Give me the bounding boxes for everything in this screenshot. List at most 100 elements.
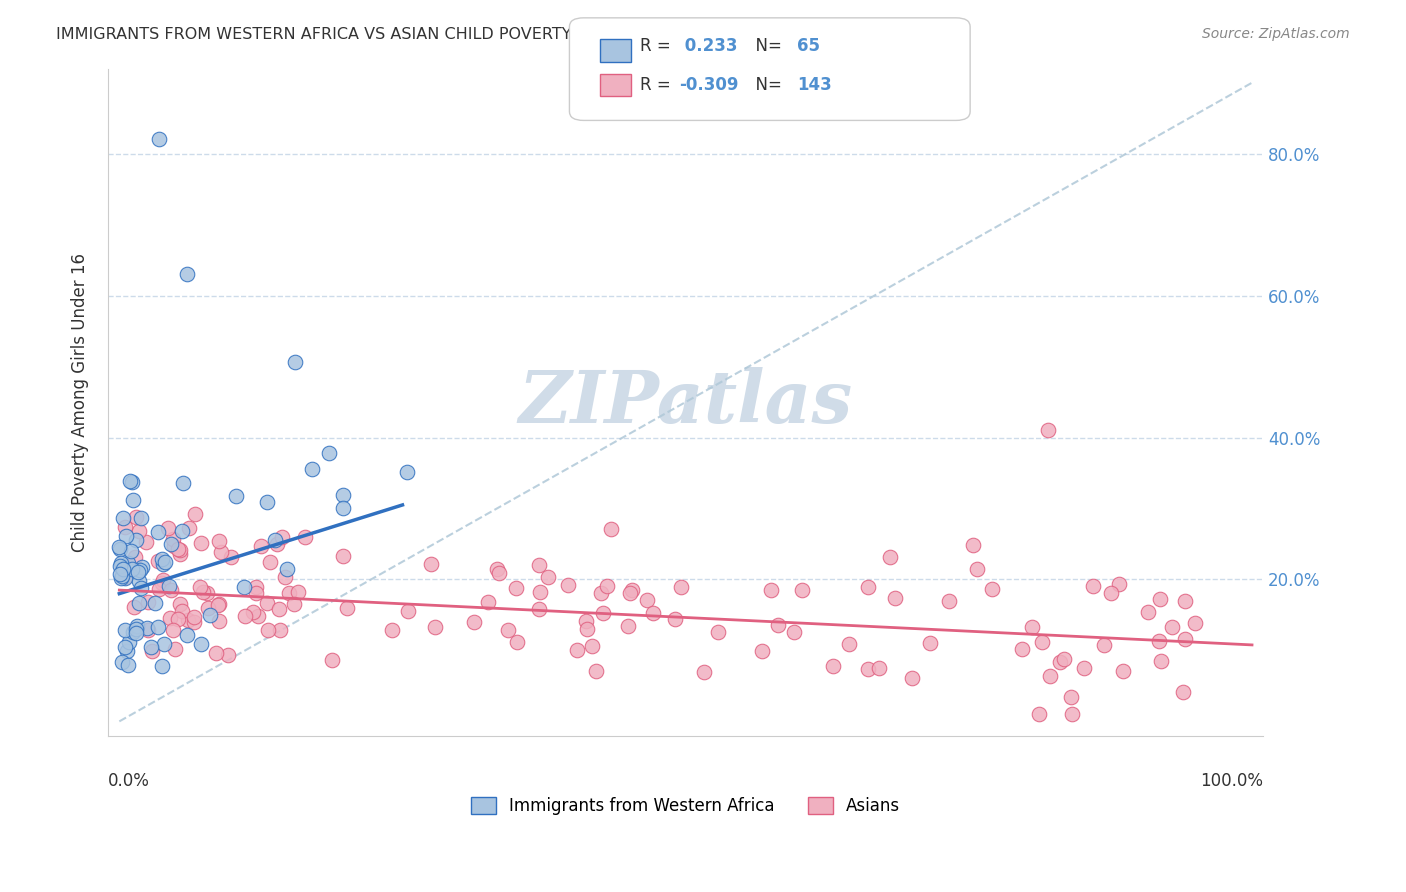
Point <box>332 488 354 502</box>
Point <box>821 658 844 673</box>
Point <box>110 541 132 556</box>
Point <box>283 355 305 369</box>
Y-axis label: Child Poverty Among Girls Under 16: Child Poverty Among Girls Under 16 <box>72 252 89 551</box>
Point <box>172 476 194 491</box>
Point <box>111 561 134 575</box>
Point <box>245 585 267 599</box>
Point <box>332 501 354 516</box>
Text: ZIPatlas: ZIPatlas <box>519 367 852 438</box>
Point <box>183 508 205 522</box>
Point <box>110 569 132 583</box>
Point <box>1060 707 1083 722</box>
Point <box>581 640 603 654</box>
Point <box>693 665 716 679</box>
Text: Source: ZipAtlas.com: Source: ZipAtlas.com <box>1202 27 1350 41</box>
Point <box>506 635 529 649</box>
Text: 0.0%: 0.0% <box>108 772 150 790</box>
Point <box>208 534 231 549</box>
Point <box>259 555 281 569</box>
Point <box>117 556 139 570</box>
Point <box>938 593 960 607</box>
Point <box>585 664 607 678</box>
Point <box>264 533 287 548</box>
Point <box>269 623 291 637</box>
Point <box>148 582 170 596</box>
Point <box>111 655 134 669</box>
Point <box>188 580 211 594</box>
Point <box>1108 577 1130 591</box>
Point <box>420 558 443 572</box>
Point <box>195 586 218 600</box>
Point <box>619 586 641 600</box>
Text: 0.233: 0.233 <box>679 37 738 55</box>
Point <box>336 601 359 615</box>
Point <box>125 625 148 640</box>
Point <box>170 524 193 538</box>
Point <box>250 539 273 553</box>
Point <box>153 555 176 569</box>
Point <box>233 609 256 624</box>
Point <box>232 580 254 594</box>
Point <box>664 612 686 626</box>
Point <box>901 671 924 685</box>
Point <box>301 462 323 476</box>
Point <box>121 492 143 507</box>
Point <box>115 643 138 657</box>
Point <box>1174 593 1197 607</box>
Point <box>505 582 527 596</box>
Point <box>108 559 131 574</box>
Point <box>209 545 232 559</box>
Point <box>110 571 132 585</box>
Point <box>669 580 692 594</box>
Point <box>1036 424 1059 438</box>
Point <box>114 570 136 584</box>
Text: -0.309: -0.309 <box>679 76 738 94</box>
Point <box>183 609 205 624</box>
Point <box>1049 655 1071 669</box>
Point <box>207 615 229 629</box>
Point <box>148 132 170 146</box>
Point <box>146 553 169 567</box>
Point <box>463 615 485 629</box>
Point <box>159 537 181 551</box>
Point <box>274 570 297 584</box>
Point <box>125 533 148 548</box>
Point <box>617 619 640 633</box>
Text: R =: R = <box>640 37 676 55</box>
Point <box>138 595 160 609</box>
Point <box>294 529 316 543</box>
Point <box>1111 665 1133 679</box>
Point <box>117 657 139 672</box>
Point <box>127 565 149 579</box>
Text: N=: N= <box>745 37 787 55</box>
Point <box>1081 579 1104 593</box>
Point <box>266 537 288 551</box>
Point <box>129 563 152 577</box>
Text: 100.0%: 100.0% <box>1201 772 1264 790</box>
Point <box>150 552 173 566</box>
Point <box>858 662 880 676</box>
Point <box>114 640 136 654</box>
Point <box>1053 652 1076 666</box>
Text: N=: N= <box>745 76 787 94</box>
Point <box>129 511 152 525</box>
Point <box>242 605 264 619</box>
Point <box>163 641 186 656</box>
Point <box>183 615 205 630</box>
Point <box>1039 668 1062 682</box>
Point <box>1149 591 1171 606</box>
Point <box>257 623 280 637</box>
Point <box>591 585 613 599</box>
Point <box>110 557 132 571</box>
Point <box>838 637 860 651</box>
Point <box>124 509 146 524</box>
Point <box>707 625 730 640</box>
Point <box>980 582 1002 596</box>
Point <box>287 585 309 599</box>
Point <box>768 618 790 632</box>
Point <box>592 606 614 620</box>
Point <box>1173 632 1195 646</box>
Point <box>157 521 180 535</box>
Point <box>1136 605 1159 619</box>
Point <box>138 623 160 637</box>
